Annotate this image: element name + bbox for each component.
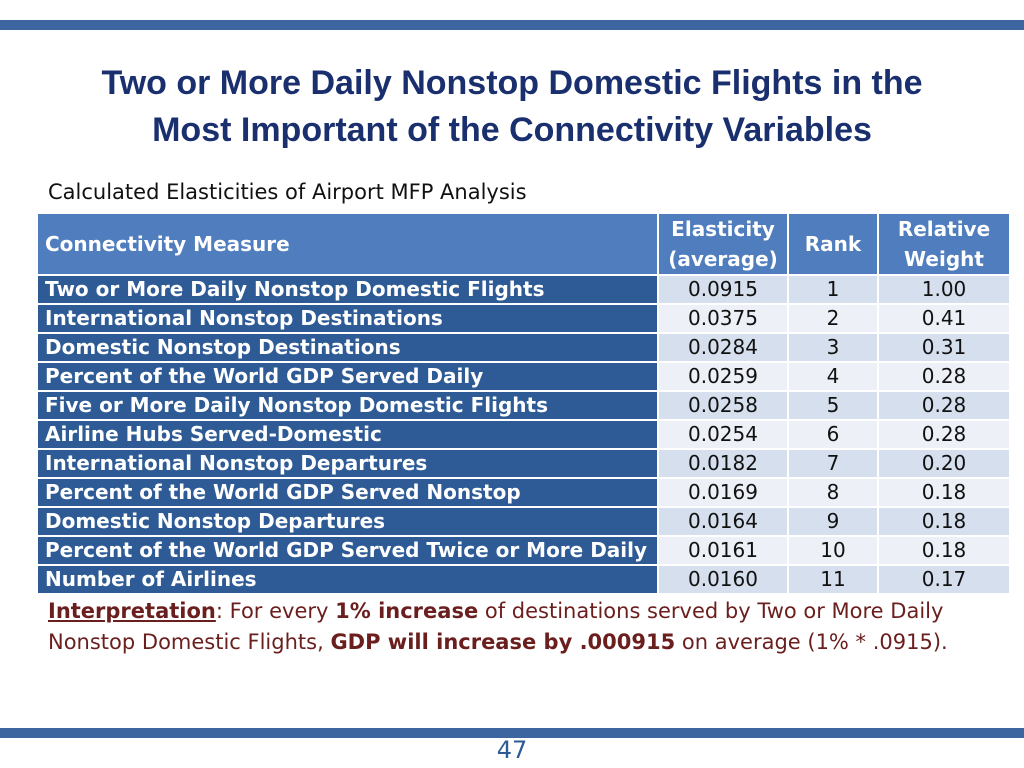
title-line-2: Most Important of the Connectivity Varia…: [152, 111, 872, 149]
header-elasticity-line-1: Elasticity: [671, 217, 775, 241]
cell-measure: Airline Hubs Served-Domestic: [36, 419, 659, 450]
cell-elasticity: 0.0182: [657, 448, 789, 479]
table-row: Two or More Daily Nonstop Domestic Fligh…: [36, 274, 1011, 305]
cell-measure: Five or More Daily Nonstop Domestic Flig…: [36, 390, 659, 421]
cell-measure: Number of Airlines: [36, 564, 659, 595]
cell-weight: 0.28: [877, 361, 1011, 392]
cell-measure: Percent of the World GDP Served Nonstop: [36, 477, 659, 508]
cell-rank: 5: [787, 390, 879, 421]
table-body: Two or More Daily Nonstop Domestic Fligh…: [36, 274, 1011, 595]
table-row: Percent of the World GDP Served Daily 0.0…: [36, 361, 1011, 392]
top-accent-bar: [0, 20, 1024, 30]
cell-weight: 1.00: [877, 274, 1011, 305]
interpretation-middle: of destinations served by Two or More Da…: [48, 599, 944, 654]
header-elasticity-line-2: (average): [668, 247, 778, 271]
cell-measure: Percent of the World GDP Served Twice or…: [36, 535, 659, 566]
table-row: Number of Airlines 0.0160 11 0.17: [36, 564, 1011, 595]
interpretation-colon: : For every: [215, 599, 336, 623]
header-elasticity: Elasticity (average): [657, 212, 789, 276]
bottom-accent-bar: [0, 728, 1024, 738]
cell-rank: 11: [787, 564, 879, 595]
table-row: International Nonstop Destinations 0.0375…: [36, 303, 1011, 334]
cell-weight: 0.17: [877, 564, 1011, 595]
page-number: 47: [496, 736, 528, 764]
cell-elasticity: 0.0258: [657, 390, 789, 421]
header-weight-line-2: Weight: [904, 247, 984, 271]
cell-measure: Two or More Daily Nonstop Domestic Fligh…: [36, 274, 659, 305]
cell-weight: 0.31: [877, 332, 1011, 363]
interpretation-bold-increase: 1% increase: [335, 599, 479, 623]
table-row: International Nonstop Departures 0.0182 7 0…: [36, 448, 1011, 479]
cell-measure: Percent of the World GDP Served Daily: [36, 361, 659, 392]
cell-elasticity: 0.0254: [657, 419, 789, 450]
cell-weight: 0.28: [877, 419, 1011, 450]
table-row: Domestic Nonstop Destinations 0.0284 3 0.31: [36, 332, 1011, 363]
table-row: Percent of the World GDP Served Twice or…: [36, 535, 1011, 566]
cell-elasticity: 0.0169: [657, 477, 789, 508]
cell-measure: Domestic Nonstop Destinations: [36, 332, 659, 363]
interpretation-lead: Interpretation: [48, 599, 216, 623]
cell-elasticity: 0.0161: [657, 535, 789, 566]
cell-weight: 0.18: [877, 477, 1011, 508]
cell-elasticity: 0.0259: [657, 361, 789, 392]
table-row: Percent of the World GDP Served Nonstop 0…: [36, 477, 1011, 508]
elasticity-table: Connectivity Measure Elasticity (average…: [36, 212, 1011, 595]
cell-elasticity: 0.0284: [657, 332, 789, 363]
cell-rank: 6: [787, 419, 879, 450]
table-row: Five or More Daily Nonstop Domestic Flig…: [36, 390, 1011, 421]
cell-rank: 7: [787, 448, 879, 479]
cell-weight: 0.18: [877, 506, 1011, 537]
table-caption: Calculated Elasticities of Airport MFP A…: [48, 180, 527, 204]
header-weight-line-1: Relative: [897, 217, 991, 241]
cell-rank: 9: [787, 506, 879, 537]
cell-measure: International Nonstop Departures: [36, 448, 659, 479]
cell-rank: 10: [787, 535, 879, 566]
cell-rank: 1: [787, 274, 879, 305]
cell-weight: 0.18: [877, 535, 1011, 566]
cell-weight: 0.41: [877, 303, 1011, 334]
header-relative-weight: Relative Weight: [877, 212, 1011, 276]
table-row: Airline Hubs Served-Domestic 0.0254 6 0.28: [36, 419, 1011, 450]
cell-elasticity: 0.0160: [657, 564, 789, 595]
table-header-row: Connectivity Measure Elasticity (average…: [36, 212, 1011, 276]
cell-rank: 3: [787, 332, 879, 363]
table-row: Domestic Nonstop Departures 0.0164 9 0.18: [36, 506, 1011, 537]
interpretation-bold-gdp: GDP will increase by .000915: [330, 630, 676, 654]
cell-rank: 8: [787, 477, 879, 508]
title-line-1: Two or More Daily Nonstop Domestic Fligh…: [101, 64, 923, 102]
cell-rank: 4: [787, 361, 879, 392]
interpretation-tail: on average (1% * .0915).: [675, 630, 948, 654]
cell-elasticity: 0.0375: [657, 303, 789, 334]
header-rank: Rank: [787, 212, 879, 276]
cell-elasticity: 0.0164: [657, 506, 789, 537]
cell-elasticity: 0.0915: [657, 274, 789, 305]
interpretation-text: Interpretation: For every 1% increase of…: [48, 596, 998, 658]
cell-rank: 2: [787, 303, 879, 334]
cell-measure: International Nonstop Destinations: [36, 303, 659, 334]
slide-title: Two or More Daily Nonstop Domestic Fligh…: [0, 60, 1024, 154]
cell-weight: 0.20: [877, 448, 1011, 479]
cell-measure: Domestic Nonstop Departures: [36, 506, 659, 537]
cell-weight: 0.28: [877, 390, 1011, 421]
header-connectivity-measure: Connectivity Measure: [36, 212, 659, 276]
